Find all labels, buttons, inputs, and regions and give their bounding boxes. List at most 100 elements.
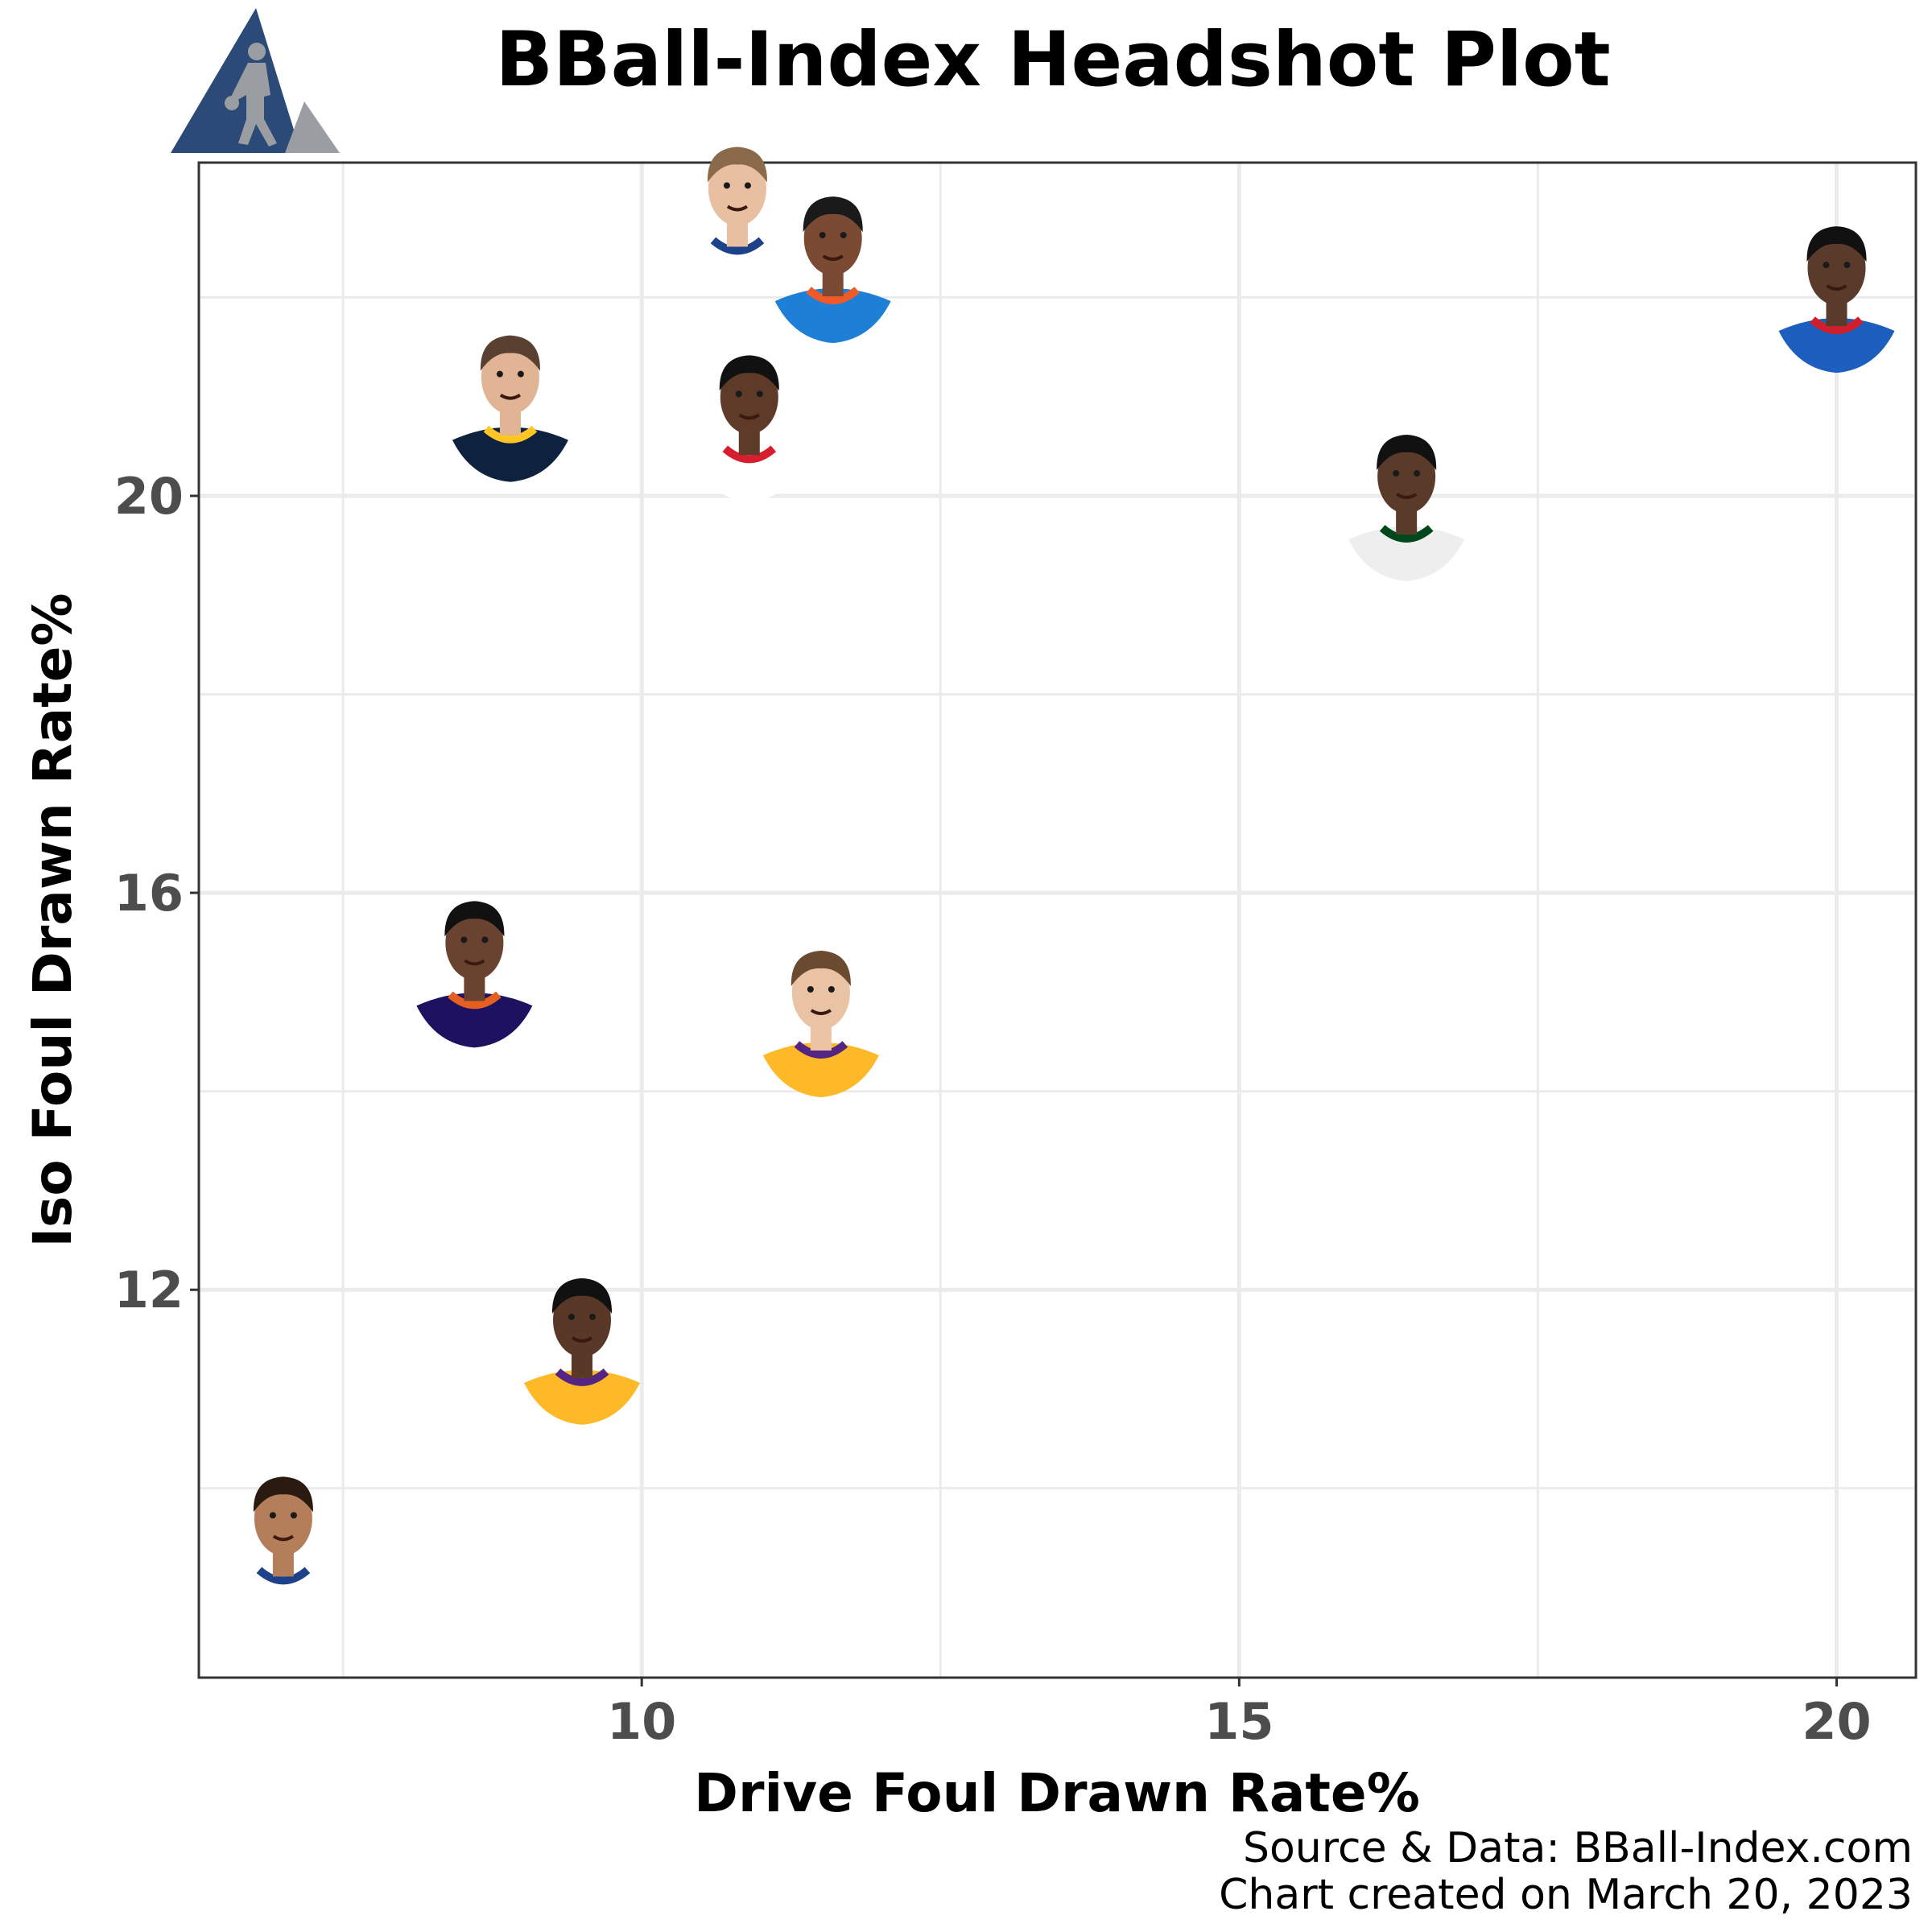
- headshot-face: [1807, 231, 1866, 306]
- player-headshot-point[interactable]: [452, 335, 568, 482]
- player-headshot-point[interactable]: [1778, 226, 1895, 374]
- headshot-eye: [269, 1512, 276, 1519]
- player-headshot-point[interactable]: [225, 1476, 341, 1624]
- headshot-eye: [807, 986, 814, 993]
- headshot-jersey-trim: [448, 991, 502, 1009]
- headshot-mouth: [1826, 284, 1847, 291]
- headshot-eye: [460, 936, 468, 943]
- headshot-eye: [828, 986, 835, 993]
- headshot-mouth: [726, 204, 749, 212]
- headshot-hair: [480, 335, 540, 371]
- headshot-jersey-trim: [1810, 316, 1864, 334]
- logo-blue-triangle: [171, 8, 301, 153]
- player-headshot-point[interactable]: [691, 355, 807, 502]
- headshot-jersey: [225, 1568, 341, 1624]
- headshot-jersey-trim: [794, 1041, 848, 1059]
- x-tick-label: 15: [1204, 1692, 1274, 1751]
- headshot-eye: [735, 390, 742, 398]
- headshot-eye: [290, 1512, 297, 1519]
- headshot-neck: [464, 976, 485, 1001]
- headshot-eye: [756, 390, 763, 398]
- data-points: [225, 147, 1895, 1624]
- headshot-neck: [571, 1353, 592, 1378]
- headshot-eye: [1414, 469, 1421, 477]
- created-date: Chart created on March 20, 2023: [1219, 1871, 1913, 1919]
- headshot-mouth: [738, 413, 760, 420]
- y-axis-label: Iso Foul Drawn Rate%: [22, 592, 84, 1247]
- headshot-eye: [517, 370, 524, 378]
- y-tick-label: 20: [114, 467, 184, 526]
- plot-panel: [197, 161, 1918, 1679]
- headshot-mouth: [571, 1336, 593, 1343]
- headshot-jersey-trim: [722, 445, 777, 464]
- headshot-eye: [1843, 262, 1851, 269]
- headshot-jersey-trim: [483, 425, 538, 444]
- source-credit: Source & Data: BBall-Index.com: [1242, 1824, 1913, 1872]
- player-headshot-point[interactable]: [762, 951, 879, 1097]
- headshot-face: [254, 1481, 312, 1556]
- headshot-hair: [253, 1476, 313, 1513]
- player-headshot-point[interactable]: [1348, 434, 1465, 581]
- headshot-jersey: [452, 427, 568, 482]
- headshot-mouth: [810, 1009, 832, 1015]
- headshot-jersey-trim: [710, 237, 765, 255]
- headshot-eye: [819, 232, 826, 239]
- headshot-eye: [840, 232, 847, 239]
- player-headshot-point[interactable]: [679, 147, 795, 294]
- headshot-face: [1377, 439, 1436, 514]
- headshot-jersey: [1778, 318, 1895, 374]
- headshot-hair: [707, 147, 767, 183]
- headshot-mouth: [499, 393, 522, 400]
- headshot-mouth: [822, 254, 844, 262]
- headshot-face: [481, 340, 539, 415]
- headshot-hair: [803, 196, 863, 233]
- headshot-neck: [726, 222, 748, 247]
- headshot-jersey-trim: [555, 1368, 609, 1386]
- headshot-jersey: [774, 288, 891, 344]
- grid: [200, 163, 1914, 1677]
- x-axis-label: Drive Foul Drawn Rate%: [694, 1762, 1420, 1824]
- headshot-face: [708, 151, 766, 226]
- headshot-neck: [810, 1026, 832, 1051]
- player-headshot-point[interactable]: [416, 901, 533, 1048]
- headshot-jersey: [691, 447, 807, 502]
- headshot-jersey: [679, 238, 795, 294]
- headshot-mouth: [1396, 493, 1418, 499]
- y-tick-label: 12: [114, 1261, 184, 1319]
- chart-title: BBall-Index Headshot Plot: [495, 16, 1611, 104]
- headshot-hair: [551, 1278, 613, 1314]
- headshot-face: [791, 956, 850, 1030]
- logo-grey-triangle: [285, 101, 340, 153]
- headshot-hair: [444, 901, 505, 937]
- headshot-jersey: [762, 1042, 879, 1097]
- headshot-jersey-trim: [806, 287, 860, 304]
- headshot-eye: [744, 182, 751, 189]
- player-headshot-point[interactable]: [774, 196, 891, 344]
- bball-index-logo: [171, 8, 340, 153]
- player-headshot-point[interactable]: [523, 1278, 640, 1425]
- headshot-eye: [496, 370, 503, 378]
- headshot-mouth: [464, 959, 485, 966]
- headshot-eye: [481, 936, 489, 943]
- headshot-jersey: [523, 1369, 640, 1425]
- headshot-neck: [822, 272, 844, 297]
- headshot-mouth: [272, 1534, 295, 1542]
- headshot-hair: [1806, 226, 1867, 262]
- headshot-eye: [723, 182, 730, 189]
- headshot-jersey-trim: [1379, 525, 1434, 543]
- headshot-neck: [272, 1552, 294, 1577]
- headshot-face: [803, 201, 862, 276]
- basketball-player-icon: [225, 43, 277, 147]
- headshot-neck: [1396, 510, 1418, 535]
- headshot-neck: [738, 431, 760, 456]
- headshot-eye: [1823, 262, 1830, 269]
- tick-labels: 10 15 20 12 16 20: [114, 467, 1872, 1751]
- headshot-face: [445, 906, 504, 980]
- x-tick-label: 20: [1802, 1692, 1871, 1751]
- headshot-eye: [1393, 469, 1400, 477]
- headshot-jersey-trim: [256, 1567, 311, 1585]
- x-tick-label: 10: [607, 1692, 676, 1751]
- headshot-neck: [1826, 302, 1847, 327]
- headshot-face: [720, 360, 778, 435]
